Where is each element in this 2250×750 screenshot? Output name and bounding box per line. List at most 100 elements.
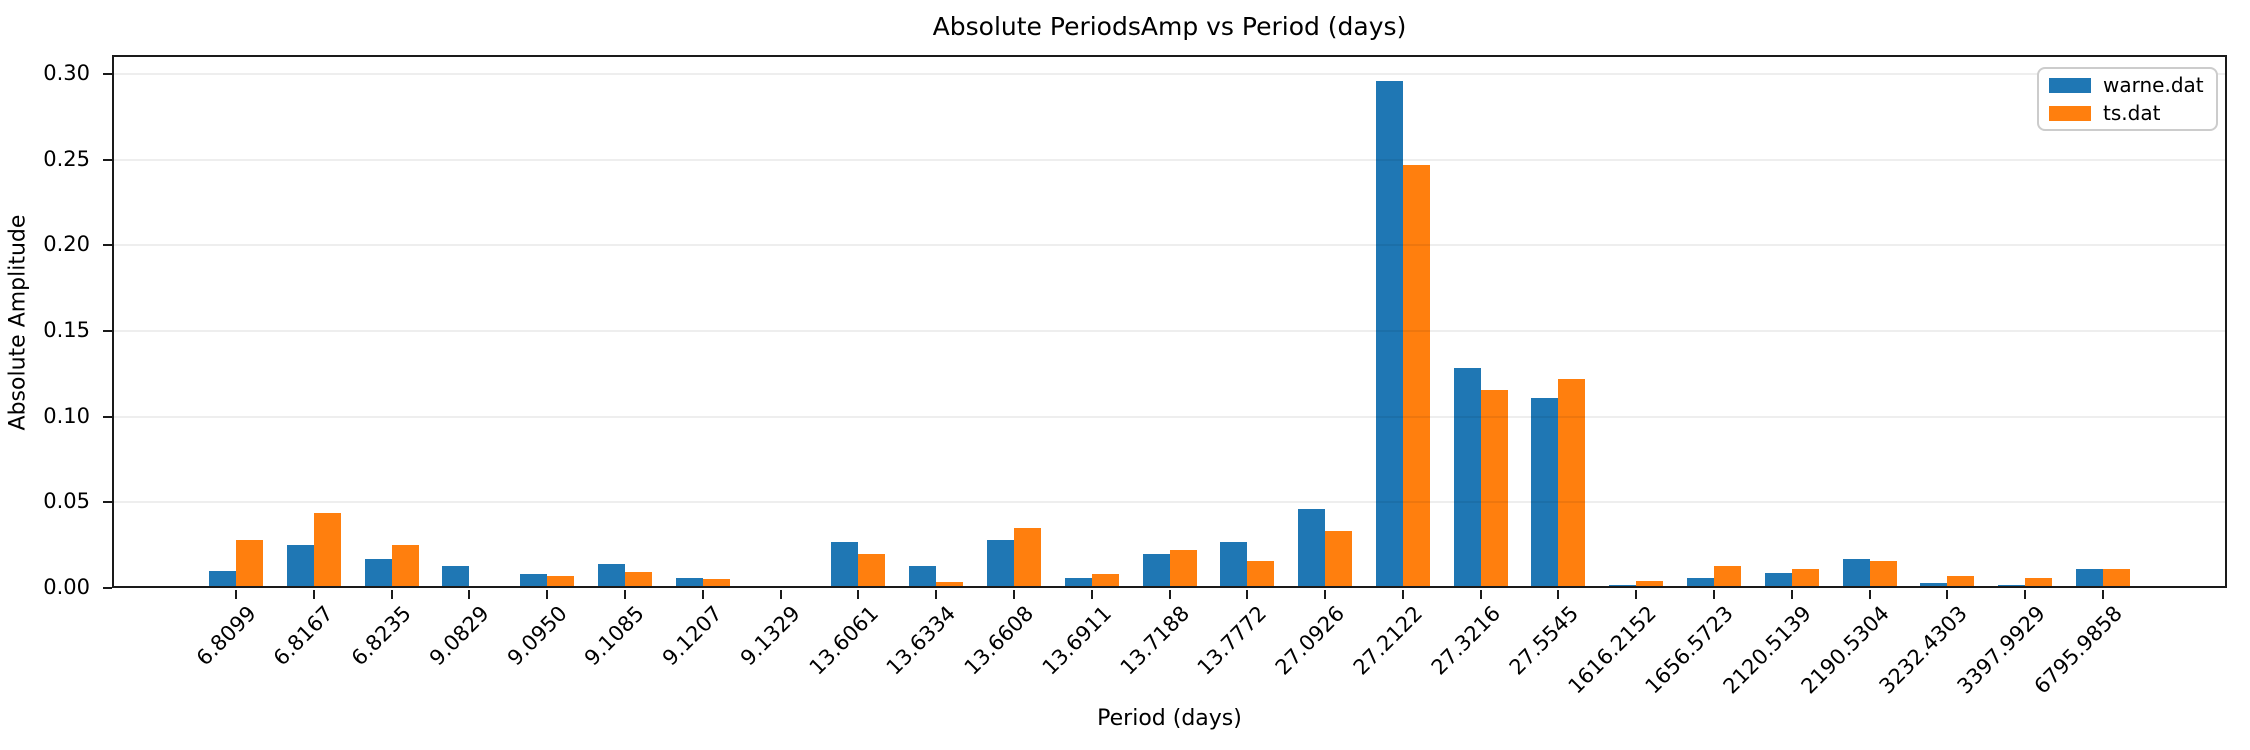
bar-ts.dat-1656.5723 bbox=[1714, 565, 1742, 588]
x-tick-label-9.1329: 9.1329 bbox=[735, 601, 805, 671]
bar-warne.dat-13.6608 bbox=[986, 540, 1014, 588]
bar-ts.dat-9.0950 bbox=[547, 576, 575, 588]
x-tick-mark bbox=[1090, 590, 1093, 599]
y-tick-label: 0.05 bbox=[43, 489, 90, 514]
bar-warne.dat-3397.9929 bbox=[1998, 584, 2026, 588]
x-tick-mark bbox=[1868, 590, 1871, 599]
bar-warne.dat-6.8235 bbox=[364, 558, 392, 588]
y-tick-mark bbox=[103, 330, 112, 333]
y-axis-title: Absolute Amplitude bbox=[5, 214, 31, 431]
legend-row-ts: ts.dat bbox=[2049, 102, 2206, 124]
bar-warne.dat-13.7772 bbox=[1220, 541, 1248, 588]
x-tick-label-27.3216: 27.3216 bbox=[1426, 601, 1505, 680]
bar-ts.dat-27.3216 bbox=[1480, 390, 1508, 588]
bar-warne.dat-2120.5139 bbox=[1764, 572, 1792, 588]
x-tick-mark bbox=[701, 590, 704, 599]
x-tick-label-6.8099: 6.8099 bbox=[191, 601, 261, 671]
x-tick-mark bbox=[623, 590, 626, 599]
bar-warne.dat-1656.5723 bbox=[1687, 577, 1715, 588]
legend-swatch-ts bbox=[2049, 105, 2091, 121]
x-tick-mark bbox=[1479, 590, 1482, 599]
bar-warne.dat-9.1085 bbox=[597, 564, 625, 588]
gridline-y-0.30 bbox=[114, 73, 2225, 76]
bar-warne.dat-27.3216 bbox=[1453, 367, 1481, 588]
x-tick-label-13.7188: 13.7188 bbox=[1115, 601, 1194, 680]
x-tick-label-13.6608: 13.6608 bbox=[959, 601, 1039, 680]
x-tick-label-27.5545: 27.5545 bbox=[1504, 601, 1583, 680]
x-tick-label-13.6911: 13.6911 bbox=[1037, 601, 1116, 680]
bar-warne.dat-9.0950 bbox=[520, 574, 548, 588]
gridline-y-0.10 bbox=[114, 415, 2225, 418]
bar-ts.dat-3232.4303 bbox=[1947, 576, 1975, 588]
y-tick-label: 0.25 bbox=[43, 146, 90, 171]
bar-ts.dat-27.5545 bbox=[1558, 379, 1586, 588]
bar-warne.dat-27.2122 bbox=[1375, 81, 1403, 588]
x-tick-mark bbox=[1790, 590, 1793, 599]
x-tick-mark bbox=[1246, 590, 1249, 599]
bar-ts.dat-3397.9929 bbox=[2025, 577, 2053, 588]
bar-warne.dat-6.8099 bbox=[209, 570, 236, 588]
bar-warne.dat-13.6061 bbox=[831, 541, 859, 588]
y-tick-label: 0.15 bbox=[43, 318, 90, 343]
legend-label-warne: warne.dat bbox=[2103, 73, 2204, 97]
x-tick-mark bbox=[779, 590, 782, 599]
x-tick-label-27.2122: 27.2122 bbox=[1348, 601, 1428, 680]
y-tick-mark bbox=[103, 501, 112, 504]
bar-warne.dat-9.1207 bbox=[675, 577, 703, 588]
bar-ts.dat-27.0926 bbox=[1325, 531, 1353, 588]
x-tick-label-6.8167: 6.8167 bbox=[269, 601, 339, 671]
bar-ts.dat-27.2122 bbox=[1402, 164, 1430, 588]
legend-label-ts: ts.dat bbox=[2103, 101, 2161, 125]
x-tick-label-6.8235: 6.8235 bbox=[346, 601, 416, 671]
x-tick-mark bbox=[1324, 590, 1327, 599]
bar-warne.dat-2190.5304 bbox=[1842, 558, 1870, 588]
x-tick-label-13.7772: 13.7772 bbox=[1193, 601, 1272, 680]
bar-ts.dat-13.6334 bbox=[936, 582, 964, 588]
y-tick-label: 0.10 bbox=[43, 403, 90, 428]
x-tick-mark bbox=[1946, 590, 1949, 599]
y-tick-label: 0.00 bbox=[43, 575, 90, 599]
bar-warne.dat-13.6334 bbox=[909, 565, 937, 588]
x-tick-label-9.0950: 9.0950 bbox=[502, 601, 572, 671]
bar-ts.dat-9.1329 bbox=[780, 586, 808, 588]
chart-title: Absolute PeriodsAmp vs Period (days) bbox=[932, 12, 1407, 41]
x-tick-mark bbox=[2024, 590, 2027, 599]
bar-warne.dat-27.0926 bbox=[1298, 509, 1326, 588]
bar-warne.dat-9.1329 bbox=[753, 587, 781, 588]
gridline-y-0.05 bbox=[114, 501, 2225, 504]
x-tick-mark bbox=[857, 590, 860, 599]
bar-ts.dat-6.8235 bbox=[391, 545, 419, 588]
bar-warne.dat-13.7188 bbox=[1142, 553, 1170, 588]
x-tick-label-9.0829: 9.0829 bbox=[424, 601, 494, 671]
x-tick-mark bbox=[312, 590, 315, 599]
gridline-y-0.20 bbox=[114, 244, 2225, 247]
y-tick-mark bbox=[103, 587, 112, 589]
bar-ts.dat-13.6911 bbox=[1091, 574, 1119, 588]
y-tick-mark bbox=[103, 415, 112, 418]
x-tick-mark bbox=[1401, 590, 1404, 599]
legend: warne.dat ts.dat bbox=[2037, 67, 2218, 131]
bar-ts.dat-6.8167 bbox=[313, 512, 341, 588]
bar-ts.dat-1616.2152 bbox=[1636, 581, 1664, 588]
bar-warne.dat-1616.2152 bbox=[1609, 584, 1637, 588]
bar-ts.dat-9.1085 bbox=[624, 571, 652, 588]
x-tick-mark bbox=[390, 590, 393, 599]
bar-ts.dat-6.8099 bbox=[236, 540, 263, 588]
gridline-y-0.25 bbox=[114, 158, 2225, 161]
x-tick-label-27.0926: 27.0926 bbox=[1270, 601, 1350, 680]
y-tick-mark bbox=[103, 244, 112, 247]
x-tick-mark bbox=[2102, 590, 2104, 599]
gridline-y-0.15 bbox=[114, 330, 2225, 333]
x-axis-title: Period (days) bbox=[1097, 706, 1242, 731]
bar-ts.dat-2190.5304 bbox=[1869, 560, 1897, 588]
x-tick-mark bbox=[1713, 590, 1716, 599]
x-tick-mark bbox=[1012, 590, 1015, 599]
bar-warne.dat-13.6911 bbox=[1064, 577, 1092, 588]
y-tick-mark bbox=[103, 158, 112, 161]
legend-row-warne: warne.dat bbox=[2049, 74, 2206, 96]
y-tick-label: 0.20 bbox=[43, 232, 90, 257]
x-tick-label-9.1085: 9.1085 bbox=[580, 601, 650, 671]
x-tick-mark bbox=[235, 590, 237, 599]
bar-warne.dat-3232.4303 bbox=[1920, 582, 1948, 588]
